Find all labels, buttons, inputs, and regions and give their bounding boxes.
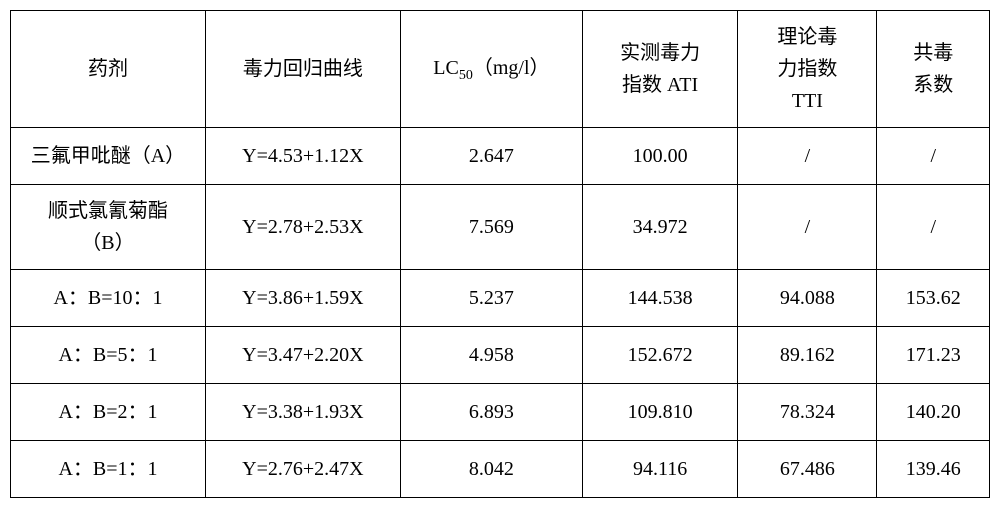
ati-line2: 指数 ATI [622,74,698,96]
cell-ati: 109.810 [582,384,737,441]
cell-regression: Y=3.47+2.20X [205,327,400,384]
table-header-row: 药剂 毒力回归曲线 LC50（mg/l） 实测毒力 指数 ATI 理论毒 力指数… [11,11,990,128]
cell-cotox: 171.23 [877,327,990,384]
header-tti: 理论毒 力指数 TTI [738,11,877,128]
header-lc50: LC50（mg/l） [400,11,582,128]
tti-line3: TTI [792,90,823,112]
cell-regression: Y=3.38+1.93X [205,384,400,441]
cell-tti: 89.162 [738,327,877,384]
table-row: 顺式氯氰菊酯 （B） Y=2.78+2.53X 7.569 34.972 / / [11,185,990,270]
cell-tti: 78.324 [738,384,877,441]
cell-agent: A：B=10：1 [11,270,206,327]
table-row: A：B=10：1 Y=3.86+1.59X 5.237 144.538 94.0… [11,270,990,327]
cell-agent: 顺式氯氰菊酯 （B） [11,185,206,270]
cell-regression: Y=2.78+2.53X [205,185,400,270]
cell-agent: A：B=1：1 [11,441,206,498]
lc50-unit: （mg/l） [473,57,550,79]
header-agent: 药剂 [11,11,206,128]
cell-lc50: 6.893 [400,384,582,441]
cell-agent: A：B=5：1 [11,327,206,384]
cell-ati: 144.538 [582,270,737,327]
cell-ati: 152.672 [582,327,737,384]
toxicity-table: 药剂 毒力回归曲线 LC50（mg/l） 实测毒力 指数 ATI 理论毒 力指数… [10,10,990,498]
cell-regression: Y=2.76+2.47X [205,441,400,498]
table-row: A：B=5：1 Y=3.47+2.20X 4.958 152.672 89.16… [11,327,990,384]
lc50-sub: 50 [459,68,473,83]
tti-line2: 力指数 [777,58,837,80]
lc50-prefix: LC [433,57,459,79]
cell-regression: Y=3.86+1.59X [205,270,400,327]
cell-cotox: 140.20 [877,384,990,441]
table-row: 三氟甲吡醚（A） Y=4.53+1.12X 2.647 100.00 / / [11,128,990,185]
cell-tti: / [738,128,877,185]
cell-cotox: 139.46 [877,441,990,498]
cell-lc50: 7.569 [400,185,582,270]
cotox-line1: 共毒 [913,42,953,64]
cell-tti: 94.088 [738,270,877,327]
cell-lc50: 2.647 [400,128,582,185]
tti-line1: 理论毒 [777,26,837,48]
cell-lc50: 8.042 [400,441,582,498]
cell-regression: Y=4.53+1.12X [205,128,400,185]
cotox-line2: 系数 [913,74,953,96]
cell-cotox: / [877,128,990,185]
cell-ati: 94.116 [582,441,737,498]
cell-ati: 100.00 [582,128,737,185]
cell-agent: 三氟甲吡醚（A） [11,128,206,185]
cell-tti: 67.486 [738,441,877,498]
header-ati: 实测毒力 指数 ATI [582,11,737,128]
cell-tti: / [738,185,877,270]
table-row: A：B=2：1 Y=3.38+1.93X 6.893 109.810 78.32… [11,384,990,441]
header-regression: 毒力回归曲线 [205,11,400,128]
cell-lc50: 5.237 [400,270,582,327]
table-row: A：B=1：1 Y=2.76+2.47X 8.042 94.116 67.486… [11,441,990,498]
cell-cotox: / [877,185,990,270]
cell-agent: A：B=2：1 [11,384,206,441]
cell-cotox: 153.62 [877,270,990,327]
header-cotox: 共毒 系数 [877,11,990,128]
agent-line1: 顺式氯氰菊酯 [48,200,168,222]
agent-line2: （B） [81,232,134,254]
cell-lc50: 4.958 [400,327,582,384]
cell-ati: 34.972 [582,185,737,270]
ati-line1: 实测毒力 [620,42,700,64]
